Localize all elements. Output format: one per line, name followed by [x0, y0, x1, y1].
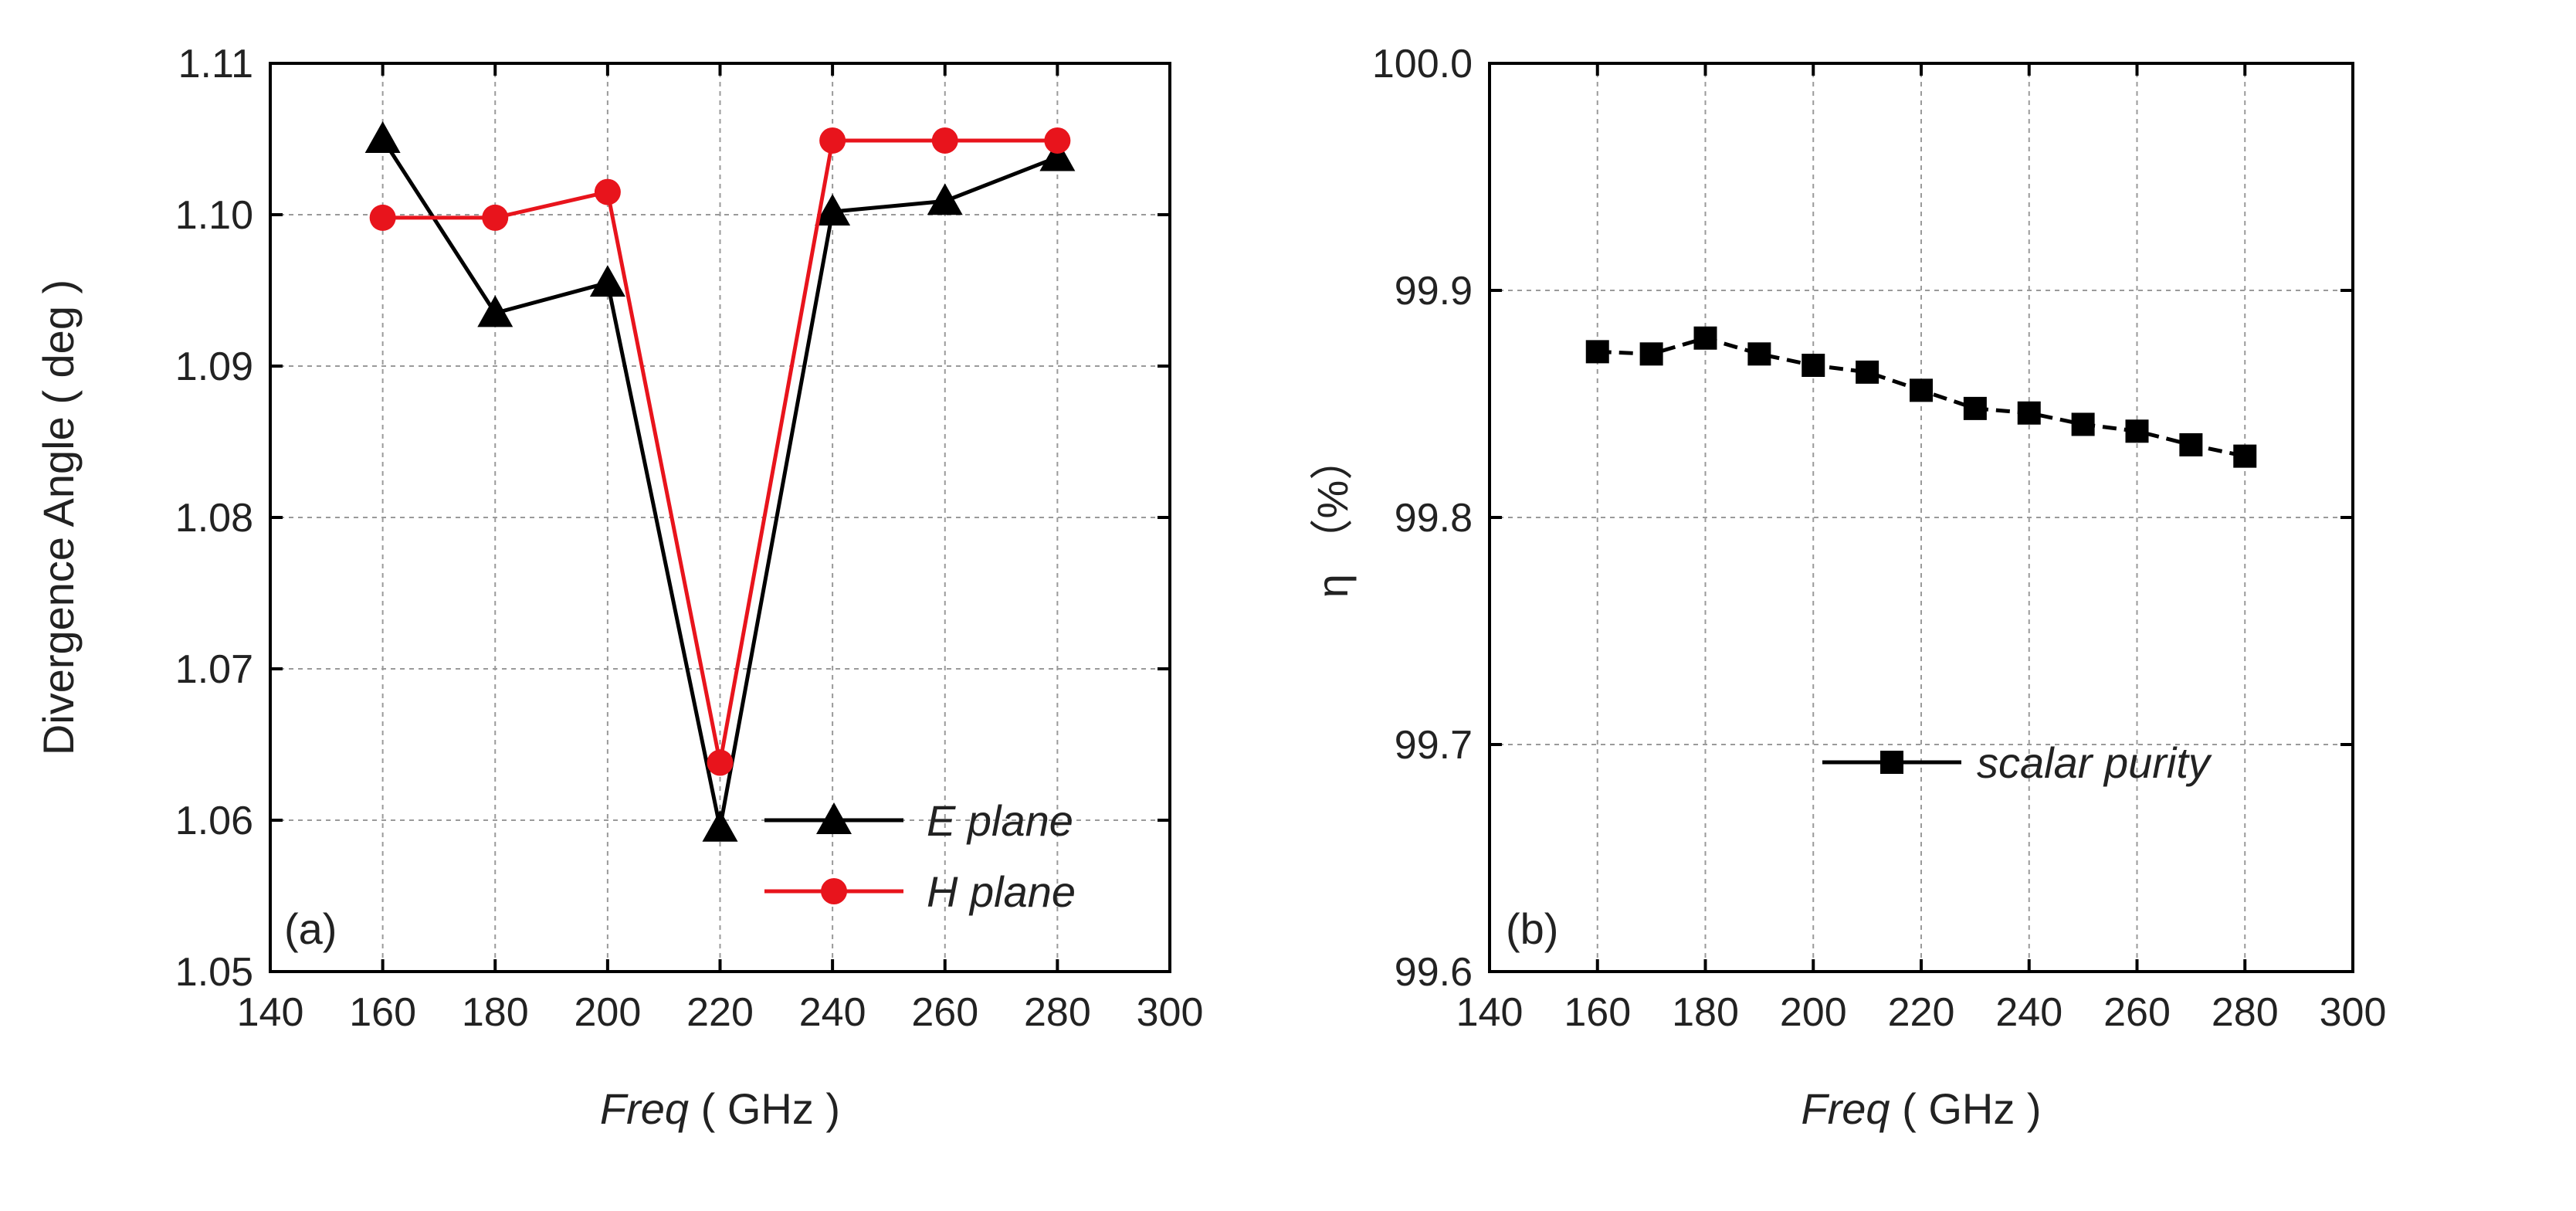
data-point — [1963, 396, 1987, 420]
y-tick-label: 99.6 — [1395, 950, 1473, 995]
data-point — [1747, 342, 1771, 366]
data-point — [1044, 127, 1071, 154]
panel-label: (b) — [1506, 904, 1558, 953]
y-tick-label: 99.8 — [1395, 496, 1473, 541]
x-axis-label: Freq ( GHz ) — [1801, 1084, 2041, 1133]
y-tick-label: 100.0 — [1372, 42, 1473, 86]
data-point — [477, 295, 514, 327]
x-tick-label: 220 — [686, 990, 754, 1035]
x-tick-label: 240 — [799, 990, 866, 1035]
data-point — [2125, 419, 2149, 443]
y-tick-label: 1.07 — [175, 647, 253, 692]
x-axis-label: Freq ( GHz ) — [600, 1084, 840, 1133]
chart-panel-b: 140 160 180 200 220 240 260 280 300 99.6 99.7 99.8 9… — [1308, 42, 2386, 1133]
x-axis-label-var: Freq — [600, 1084, 689, 1133]
data-point — [927, 183, 963, 215]
data-point — [482, 204, 509, 231]
data-point — [815, 194, 851, 226]
data-point — [364, 121, 401, 153]
data-point — [1910, 378, 1933, 402]
y-axis-label: Divergence Angle ( deg ) — [34, 280, 83, 755]
x-tick-label: 280 — [1024, 990, 1091, 1035]
x-tick-label: 220 — [1888, 990, 1955, 1035]
y-tick-label: 1.09 — [175, 344, 253, 389]
y-tick-label: 1.08 — [175, 496, 253, 541]
y-tick-label: 99.7 — [1395, 723, 1473, 768]
x-tick-label: 180 — [1672, 990, 1739, 1035]
x-tick-label: 140 — [237, 990, 304, 1035]
y-tick-label: 99.9 — [1395, 269, 1473, 314]
legend-label: scalar purity — [1977, 738, 2212, 787]
x-tick-label: 200 — [574, 990, 641, 1035]
data-point — [1585, 340, 1609, 364]
legend-marker — [821, 878, 847, 904]
legend-label: E plane — [927, 796, 1073, 845]
y-tick-label: 1.05 — [175, 950, 253, 995]
x-tick-label: 160 — [1564, 990, 1631, 1035]
x-tick-label: 260 — [911, 990, 978, 1035]
data-point — [1639, 342, 1663, 366]
x-tick-label: 300 — [2320, 990, 2387, 1035]
x-axis-label-var: Freq — [1801, 1084, 1890, 1133]
panel-label: (a) — [284, 904, 337, 953]
data-point — [702, 809, 738, 842]
chart-panel-a: 140 160 180 200 220 240 260 280 300 1.05 1.06 1.07 1… — [34, 42, 1203, 1133]
x-tick-label: 160 — [349, 990, 416, 1035]
data-point — [2179, 432, 2203, 456]
data-point — [1039, 139, 1076, 171]
x-axis-label-unit: ( GHz ) — [1890, 1084, 2042, 1133]
x-tick-label: 240 — [1995, 990, 2062, 1035]
y-tick-label: 1.11 — [178, 42, 253, 86]
legend-marker — [816, 802, 852, 834]
y-tick-label: 1.10 — [175, 193, 253, 238]
data-point — [1802, 354, 1825, 378]
data-point — [707, 749, 734, 776]
data-point — [2017, 401, 2041, 425]
x-tick-label: 300 — [1137, 990, 1204, 1035]
data-point — [1693, 326, 1717, 350]
x-tick-label: 200 — [1780, 990, 1847, 1035]
y-tick-label: 1.06 — [175, 799, 253, 843]
data-point — [594, 178, 621, 205]
data-point — [819, 127, 846, 154]
x-tick-label: 260 — [2103, 990, 2171, 1035]
legend-label: H plane — [927, 867, 1076, 916]
data-point — [2233, 444, 2257, 468]
x-tick-label: 180 — [462, 990, 529, 1035]
x-axis-label-unit: ( GHz ) — [689, 1084, 840, 1133]
data-point — [2071, 412, 2095, 436]
y-axis-label: η （%） — [1308, 437, 1357, 599]
x-tick-label: 280 — [2212, 990, 2279, 1035]
data-point — [1856, 360, 1879, 384]
data-point — [931, 127, 958, 154]
data-point — [369, 204, 396, 231]
legend-marker — [1880, 751, 1903, 774]
data-point — [589, 265, 625, 297]
x-tick-label: 140 — [1456, 990, 1524, 1035]
